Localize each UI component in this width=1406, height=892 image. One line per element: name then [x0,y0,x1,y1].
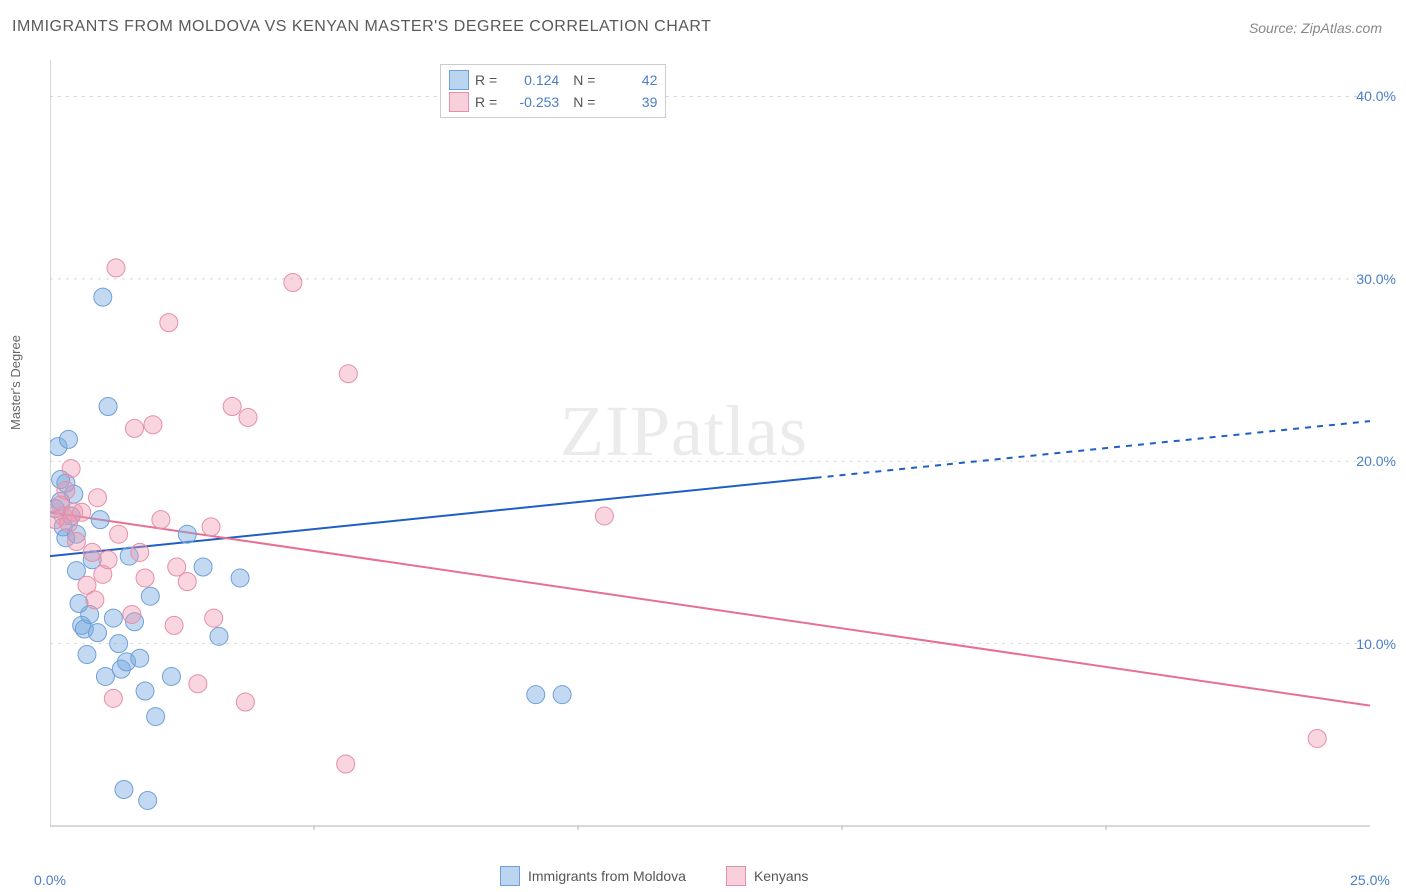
source-label: Source: ZipAtlas.com [1249,20,1382,36]
swatch-icon [726,866,746,886]
chart-title: IMMIGRANTS FROM MOLDOVA VS KENYAN MASTER… [12,18,711,36]
x-tick-25: 25.0% [1350,872,1390,888]
chart-svg [50,60,1380,830]
r-value: -0.253 [503,94,559,110]
x-tick-0: 0.0% [34,872,66,888]
n-label: N = [573,72,595,88]
legend-correlation: R = 0.124 N = 42 R = -0.253 N = 39 [440,64,666,118]
y-tick-10: 10.0% [1356,636,1396,652]
swatch-icon [500,866,520,886]
chart-area [50,60,1380,830]
legend-series: Immigrants from Moldova Kenyans [500,866,808,886]
y-tick-40: 40.0% [1356,88,1396,104]
y-axis-label: Master's Degree [8,335,23,430]
legend-item-kenyans: Kenyans [726,866,808,886]
n-value: 42 [601,72,657,88]
r-value: 0.124 [503,72,559,88]
r-label: R = [475,94,497,110]
y-tick-20: 20.0% [1356,453,1396,469]
y-tick-30: 30.0% [1356,271,1396,287]
legend-row-blue: R = 0.124 N = 42 [449,69,657,91]
swatch-icon [449,92,469,112]
legend-item-moldova: Immigrants from Moldova [500,866,686,886]
swatch-icon [449,70,469,90]
n-label: N = [573,94,595,110]
chart-container: IMMIGRANTS FROM MOLDOVA VS KENYAN MASTER… [0,0,1406,892]
legend-label: Immigrants from Moldova [528,868,686,884]
legend-row-pink: R = -0.253 N = 39 [449,91,657,113]
r-label: R = [475,72,497,88]
legend-label: Kenyans [754,868,808,884]
n-value: 39 [601,94,657,110]
